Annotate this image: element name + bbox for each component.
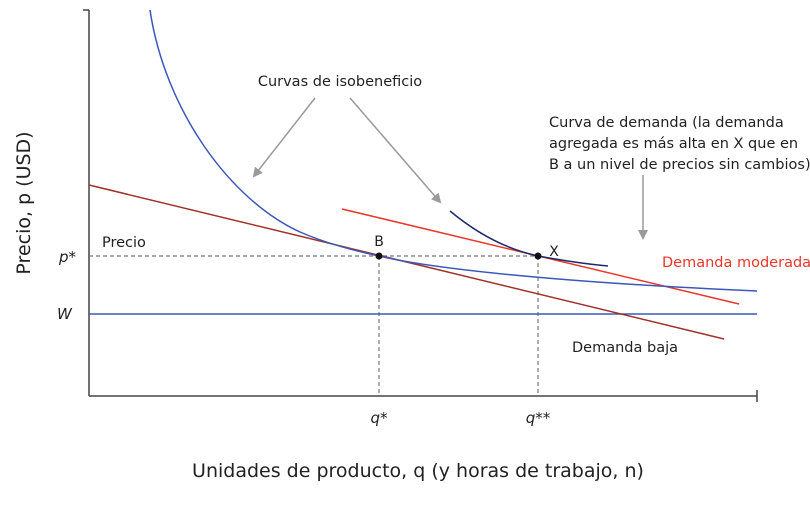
arrow-isobeneficio-left <box>252 97 316 178</box>
x-tick-q-double-star: q** <box>526 409 551 427</box>
y-tick-w: W <box>57 305 73 323</box>
y-tick-p-star: p* <box>58 248 77 266</box>
point-b <box>375 252 383 260</box>
y-axis-title: Precio, p (USD) <box>13 131 35 274</box>
point-b-label: B <box>374 234 384 250</box>
demanda-moderada-label: Demanda moderada <box>662 255 810 271</box>
demanda-annotation-line-3: B a un nivel de precios sin cambios) <box>549 157 810 173</box>
x-axis-title: Unidades de producto, q (y horas de trab… <box>192 460 644 482</box>
precio-label: Precio <box>102 235 146 251</box>
arrow-isobeneficio-right <box>349 97 442 204</box>
point-x <box>534 252 542 260</box>
demanda-annotation-line-2: agregada es más alta en X que en <box>549 136 798 152</box>
point-x-label: X <box>549 244 559 260</box>
demanda-baja-label: Demanda baja <box>572 340 678 356</box>
isobeneficio-curve-moderate <box>449 210 609 267</box>
demanda-annotation-line-1: Curva de demanda (la demanda <box>549 115 784 131</box>
x-tick-q-star: q* <box>370 409 388 427</box>
isobeneficio-curve-low <box>149 9 758 292</box>
isobeneficio-label: Curvas de isobeneficio <box>258 74 422 90</box>
